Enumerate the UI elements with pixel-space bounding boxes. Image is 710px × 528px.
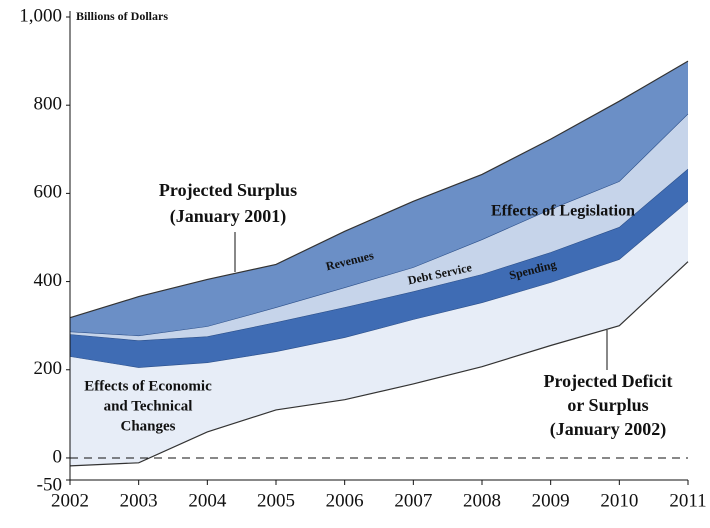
boundary-line	[69, 168, 689, 342]
x-tick-label: 2007	[394, 490, 432, 511]
y-axis-label: Billions of Dollars	[76, 9, 168, 23]
y-tick-label: 800	[34, 94, 63, 115]
boundary-line	[69, 201, 689, 368]
boundary-line	[69, 261, 689, 467]
annotation: Effects of Economic	[84, 378, 212, 394]
y-tick-label: 400	[34, 270, 63, 291]
y-tick-label: 0	[53, 446, 63, 467]
annotation: and Technical	[104, 398, 193, 414]
x-tick-label: 2010	[600, 490, 638, 511]
band-area	[70, 201, 688, 466]
annotation: (January 2002)	[550, 419, 667, 440]
x-tick-label: 2002	[51, 490, 89, 511]
annotation: Projected Deficit	[543, 371, 672, 391]
boundary-line	[69, 113, 689, 337]
x-tick-label: 2006	[326, 490, 364, 511]
x-tick-label: 2008	[463, 490, 501, 511]
boundary-line	[69, 60, 689, 319]
x-tick-label: 2004	[188, 490, 227, 511]
y-tick-label: 200	[34, 358, 63, 379]
x-tick-label: 2011	[669, 490, 706, 511]
annotation: Changes	[120, 418, 175, 434]
y-tick-label: 600	[34, 182, 63, 203]
annotation: or Surplus	[567, 395, 648, 415]
x-tick-label: 2005	[257, 490, 295, 511]
y-tick-label: -50	[37, 474, 62, 495]
annotation: Effects of Legislation	[491, 203, 635, 220]
band-area	[70, 114, 688, 341]
x-tick-label: 2009	[532, 490, 570, 511]
band-area	[70, 61, 688, 336]
band-area	[70, 169, 688, 368]
annotation: (January 2001)	[170, 206, 287, 227]
annotation: Projected Surplus	[159, 180, 297, 200]
y-tick-label: 1,000	[19, 5, 62, 26]
x-tick-label: 2003	[120, 490, 158, 511]
